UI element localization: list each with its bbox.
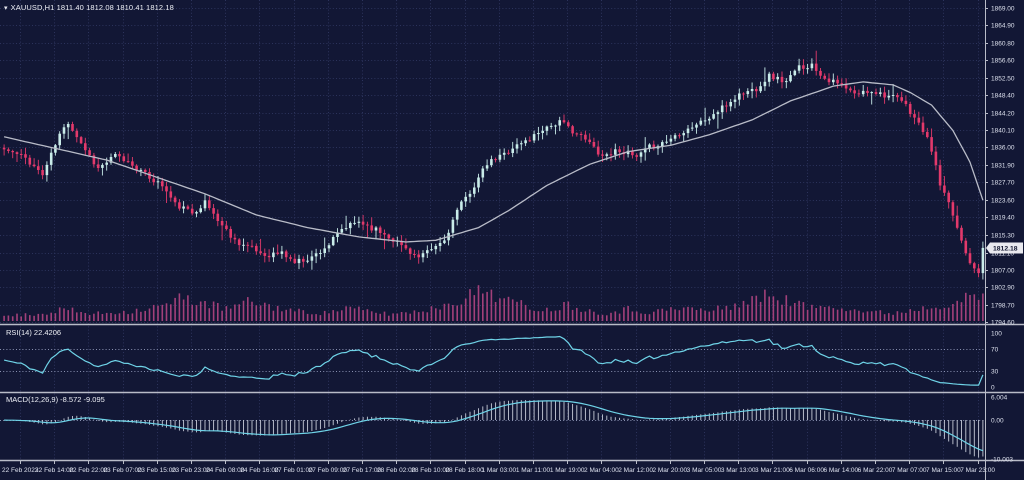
svg-text:1844.20: 1844.20: [991, 111, 1015, 118]
svg-text:23 Feb 07:00: 23 Feb 07:00: [103, 467, 142, 474]
svg-text:2 Mar 12:00: 2 Mar 12:00: [618, 467, 653, 474]
rsi-line: [3, 335, 984, 386]
svg-text:22 Feb 2023: 22 Feb 2023: [2, 467, 39, 474]
svg-text:24 Feb 16:00: 24 Feb 16:00: [240, 467, 279, 474]
svg-text:6.004: 6.004: [991, 395, 1008, 402]
svg-text:27 Feb 09:00: 27 Feb 09:00: [309, 467, 348, 474]
svg-text:28 Feb 10:00: 28 Feb 10:00: [411, 467, 450, 474]
svg-text:23 Feb 15:00: 23 Feb 15:00: [138, 467, 177, 474]
svg-text:1831.90: 1831.90: [991, 163, 1015, 170]
svg-text:7 Mar 07:00: 7 Mar 07:00: [892, 467, 927, 474]
svg-text:-10.003: -10.003: [991, 457, 1013, 464]
svg-text:1802.90: 1802.90: [991, 285, 1015, 292]
svg-text:0: 0: [991, 385, 995, 392]
svg-text:28 Feb 02:00: 28 Feb 02:00: [377, 467, 416, 474]
svg-text:1852.50: 1852.50: [991, 76, 1015, 83]
svg-text:1860.80: 1860.80: [991, 41, 1015, 48]
svg-text:1856.60: 1856.60: [991, 58, 1015, 65]
svg-text:1798.70: 1798.70: [991, 303, 1015, 310]
svg-text:1815.30: 1815.30: [991, 233, 1015, 240]
price-axis[interactable]: 1869.00 1864.90 1860.80 1856.60 1852.50 1848.…: [985, 0, 1015, 480]
moving-average-line: [3, 81, 984, 243]
svg-text:1864.90: 1864.90: [991, 23, 1015, 30]
svg-text:24 Feb 08:00: 24 Feb 08:00: [206, 467, 245, 474]
svg-text:7 Mar 15:00: 7 Mar 15:00: [926, 467, 961, 474]
volume-bars: [3, 285, 984, 321]
svg-text:3 Mar 21:00: 3 Mar 21:00: [755, 467, 790, 474]
svg-text:22 Feb 14:00: 22 Feb 14:00: [35, 467, 74, 474]
current-price-tag: 1812.18: [986, 242, 1023, 254]
svg-text:1819.40: 1819.40: [991, 215, 1015, 222]
svg-text:1812.18: 1812.18: [993, 246, 1018, 253]
svg-text:6 Mar 06:00: 6 Mar 06:00: [789, 467, 824, 474]
svg-text:1840.10: 1840.10: [991, 128, 1015, 135]
svg-text:1 Mar 11:00: 1 Mar 11:00: [516, 467, 551, 474]
svg-text:1 Mar 03:00: 1 Mar 03:00: [481, 467, 516, 474]
svg-text:30: 30: [991, 369, 999, 376]
svg-text:27 Feb 01:00: 27 Feb 01:00: [274, 467, 313, 474]
svg-text:1794.60: 1794.60: [991, 320, 1015, 327]
svg-text:1827.70: 1827.70: [991, 180, 1015, 187]
svg-text:22 Feb 22:00: 22 Feb 22:00: [69, 467, 108, 474]
candles-group: [2, 50, 985, 280]
svg-text:28 Feb 18:00: 28 Feb 18:00: [445, 467, 484, 474]
pane-separators: [0, 323, 1024, 462]
svg-text:1823.60: 1823.60: [991, 198, 1015, 205]
svg-text:6 Mar 14:00: 6 Mar 14:00: [823, 467, 858, 474]
svg-text:23 Feb 23:00: 23 Feb 23:00: [172, 467, 211, 474]
macd-signal-line: [4, 400, 984, 452]
svg-text:100: 100: [991, 331, 1002, 338]
svg-text:2 Mar 04:00: 2 Mar 04:00: [584, 467, 619, 474]
svg-text:70: 70: [991, 347, 999, 354]
svg-text:0.00: 0.00: [991, 418, 1004, 425]
svg-text:3 Mar 13:00: 3 Mar 13:00: [721, 467, 756, 474]
svg-text:1807.00: 1807.00: [991, 268, 1015, 275]
svg-text:27 Feb 17:00: 27 Feb 17:00: [343, 467, 382, 474]
svg-text:2 Mar 20:00: 2 Mar 20:00: [652, 467, 687, 474]
svg-text:1848.40: 1848.40: [991, 93, 1015, 100]
svg-text:6 Mar 22:00: 6 Mar 22:00: [858, 467, 893, 474]
svg-text:1811.10: 1811.10: [991, 251, 1014, 258]
svg-text:1869.00: 1869.00: [991, 6, 1015, 13]
svg-text:1836.00: 1836.00: [991, 145, 1015, 152]
svg-text:1 Mar 19:00: 1 Mar 19:00: [550, 467, 585, 474]
grid: [0, 0, 985, 460]
svg-text:3 Mar 05:00: 3 Mar 05:00: [687, 467, 722, 474]
svg-text:7 Mar 23:00: 7 Mar 23:00: [960, 467, 995, 474]
